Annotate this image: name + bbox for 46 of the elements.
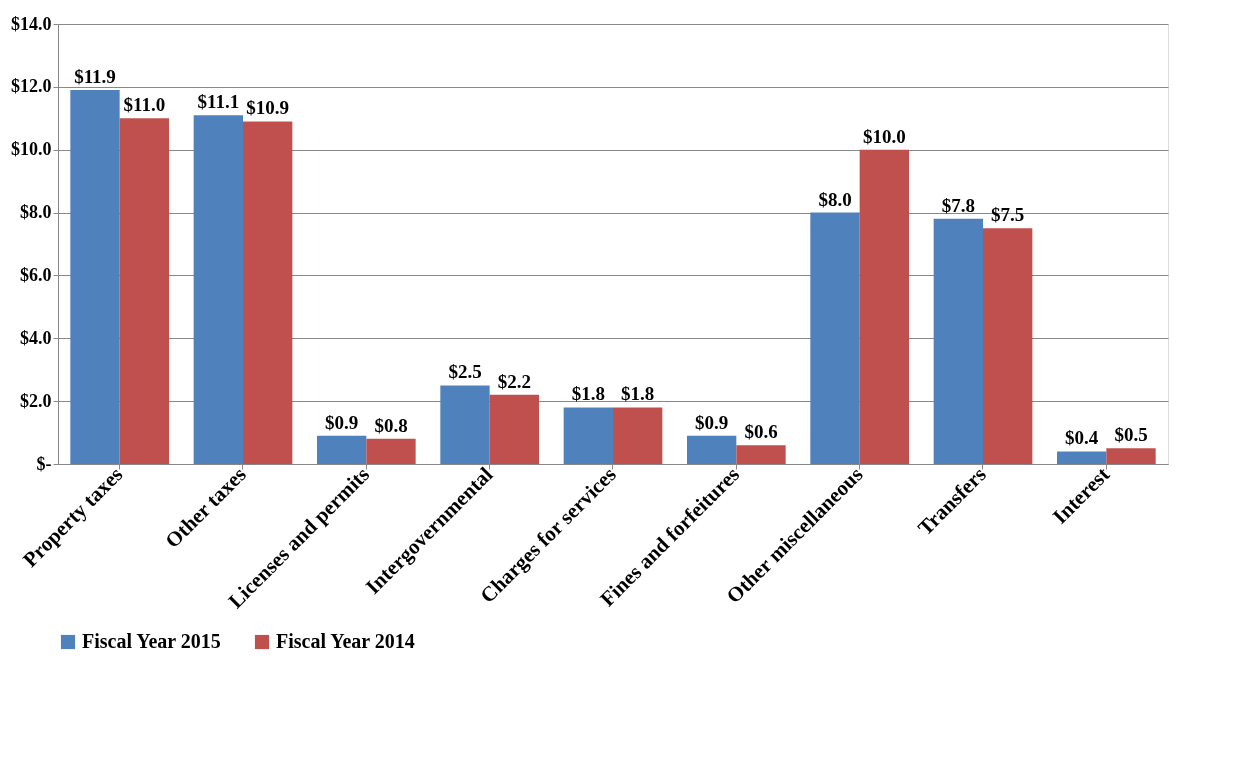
bar [563, 407, 613, 464]
data-label: $10.9 [246, 97, 290, 119]
y-tick-label: $4.0 [20, 327, 52, 348]
bar [1106, 448, 1156, 464]
bar [933, 218, 983, 464]
y-tick-label: $8.0 [20, 202, 52, 223]
data-label: $1.8 [621, 383, 655, 405]
data-label: $7.5 [991, 204, 1025, 226]
data-label: $0.8 [374, 414, 408, 436]
bar [810, 212, 860, 464]
bar [70, 90, 120, 464]
bar [687, 435, 737, 464]
data-label: $0.6 [744, 421, 778, 443]
data-label: $8.0 [818, 188, 852, 210]
legend-label: Fiscal Year 2015 [82, 630, 221, 652]
data-label: $0.9 [695, 411, 729, 433]
y-tick-label: $12.0 [11, 76, 52, 97]
y-tick-label: $10.0 [11, 139, 52, 160]
bar [1057, 451, 1107, 464]
data-label: $10.0 [862, 125, 906, 147]
bar [193, 115, 243, 464]
bar [736, 445, 786, 464]
data-label: $11.0 [123, 94, 166, 116]
data-label: $2.5 [448, 361, 482, 383]
bar [859, 149, 909, 464]
bar [119, 118, 169, 464]
y-tick-label: $- [36, 453, 52, 474]
bar [983, 228, 1033, 464]
data-label: $0.9 [325, 411, 359, 433]
data-label: $11.1 [197, 91, 240, 113]
bar [243, 121, 293, 464]
y-tick-label: $6.0 [20, 264, 52, 285]
data-label: $0.4 [1065, 427, 1099, 449]
data-label: $7.8 [941, 194, 975, 216]
data-label: $1.8 [571, 383, 605, 405]
data-label: $11.9 [74, 66, 116, 87]
legend-label: Fiscal Year 2014 [276, 630, 415, 652]
bar [489, 394, 539, 464]
y-tick-label: $14.0 [11, 13, 52, 34]
bar [613, 407, 663, 464]
bar [366, 438, 416, 464]
bar [317, 435, 367, 464]
data-label: $2.2 [497, 370, 531, 392]
y-tick-label: $2.0 [20, 390, 52, 411]
data-label: $0.5 [1114, 424, 1148, 446]
bar [440, 385, 490, 464]
